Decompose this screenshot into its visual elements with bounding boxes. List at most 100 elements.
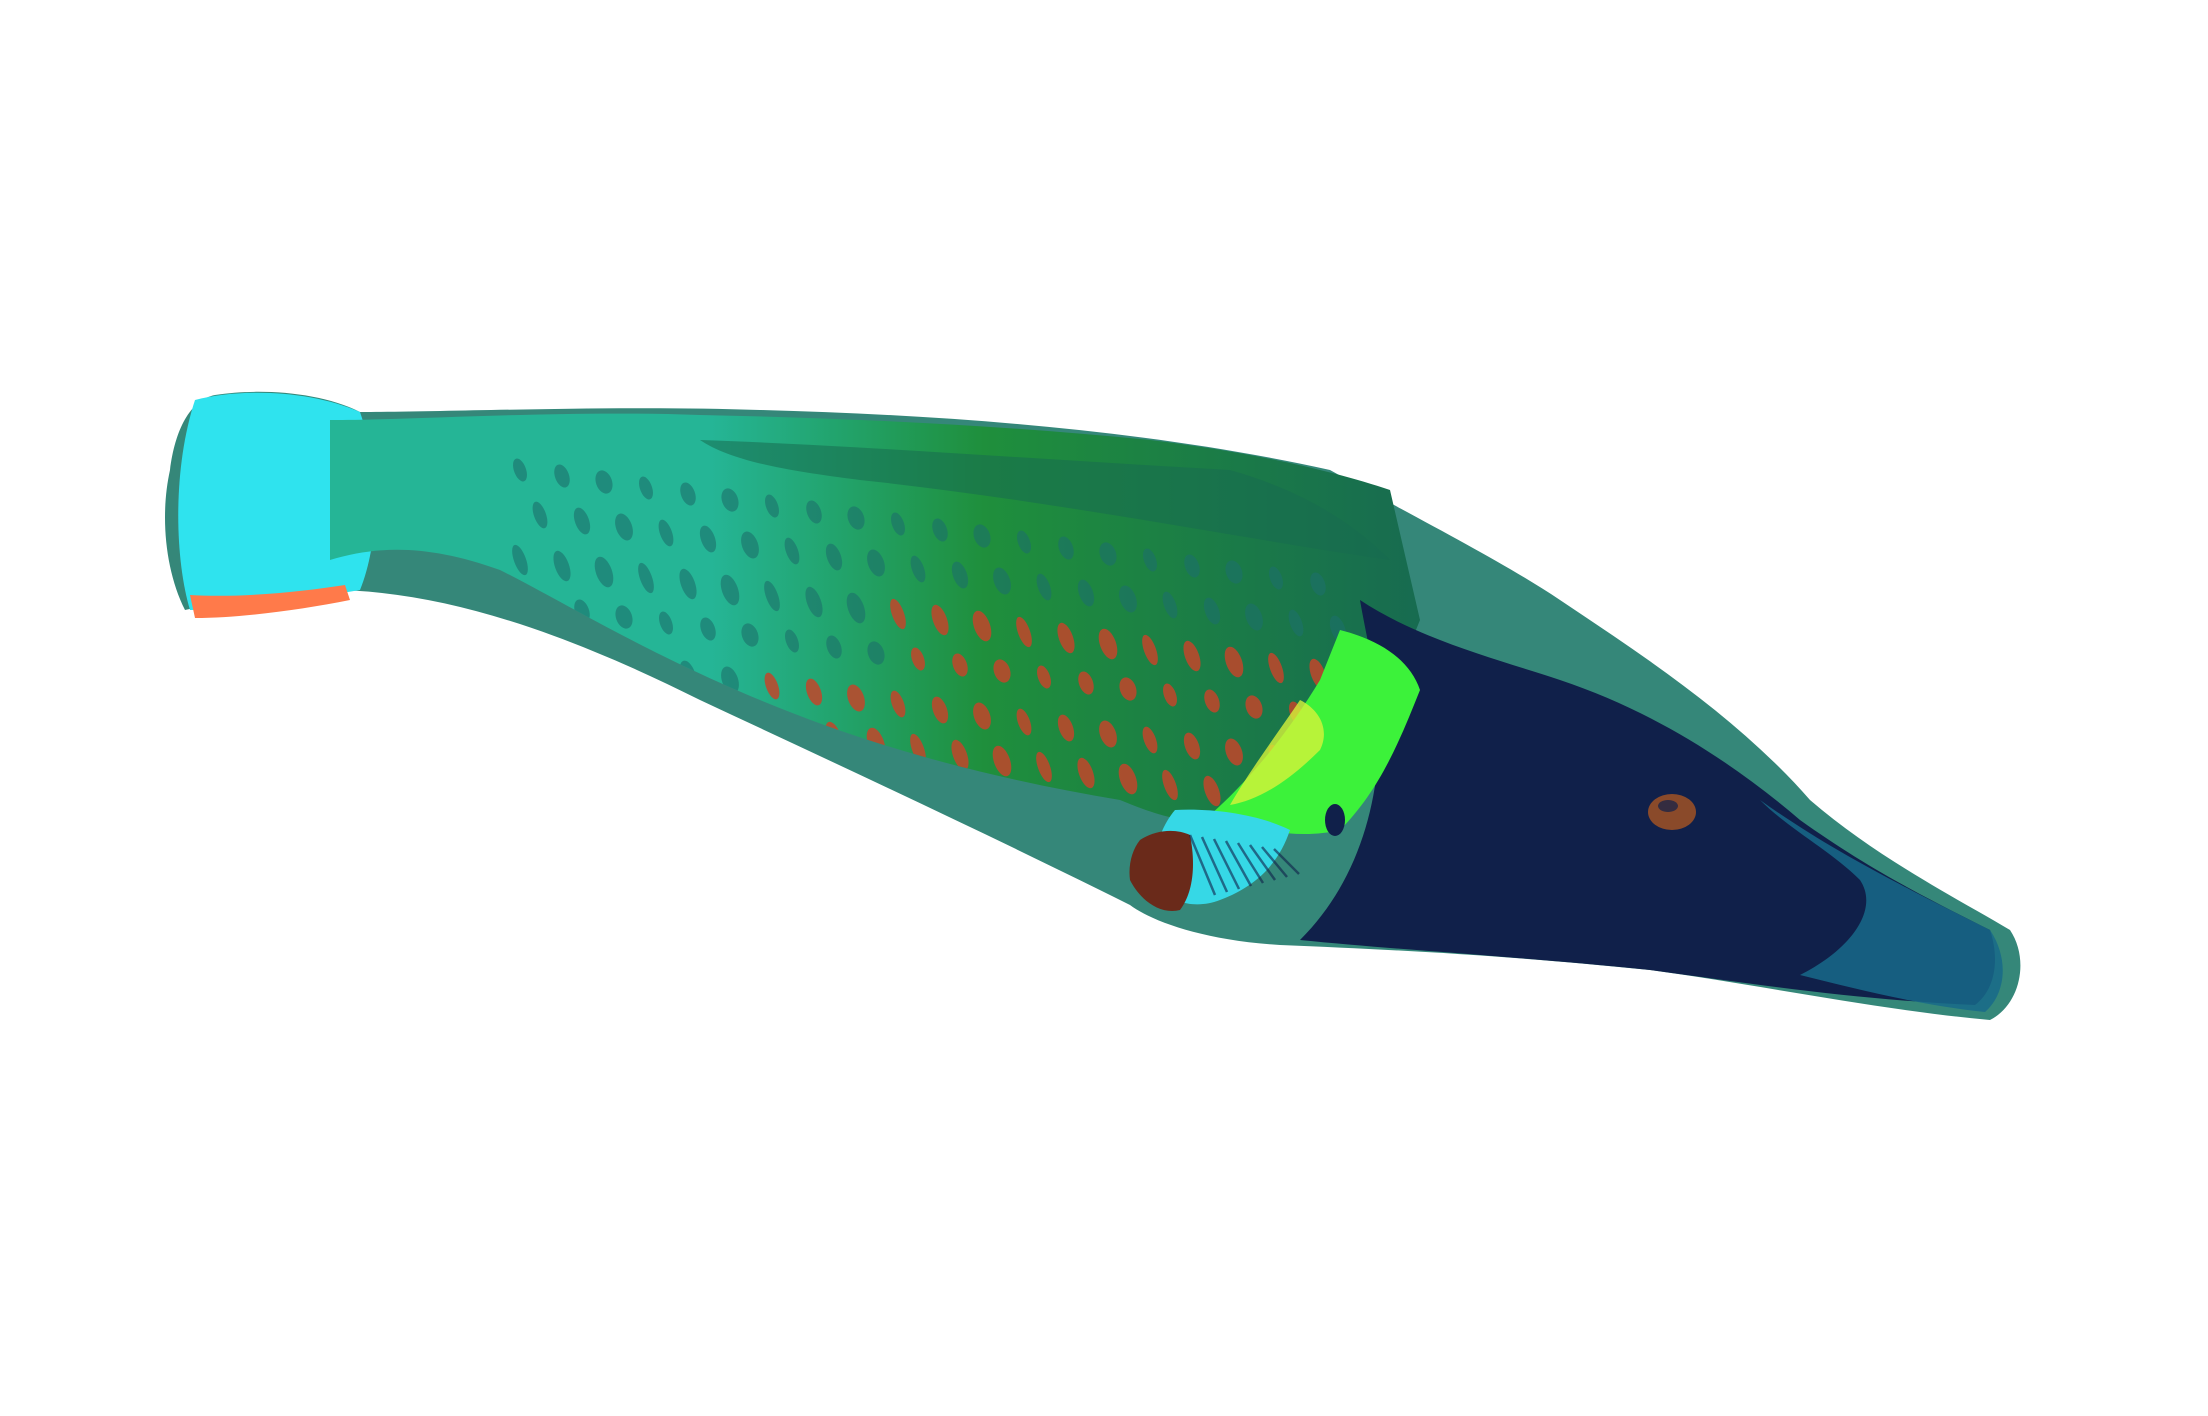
body-spot <box>1098 628 1118 660</box>
body-spot <box>805 586 823 618</box>
body-spot <box>720 574 740 606</box>
body-spot <box>513 728 527 752</box>
body-spot <box>847 776 865 800</box>
body-spot <box>513 458 527 482</box>
body-spot <box>910 555 926 583</box>
body-spot <box>931 696 949 724</box>
body-spot <box>972 610 992 642</box>
body-spot <box>1142 634 1158 666</box>
body-spot <box>532 679 548 711</box>
body-spot <box>1017 530 1031 554</box>
body-spot <box>532 501 548 529</box>
pectoral-fin-ray <box>1200 836 1229 893</box>
body-spot <box>615 605 633 629</box>
body-spot <box>764 580 780 612</box>
body-spot <box>1099 720 1117 748</box>
body-spot <box>952 653 968 677</box>
body-spot <box>890 598 906 630</box>
body-spot <box>1203 775 1221 807</box>
body-spot <box>806 500 822 524</box>
body-spot <box>951 561 969 589</box>
body-spot <box>659 611 673 635</box>
body-spot <box>554 734 570 758</box>
body-spot <box>595 740 613 764</box>
body-spot <box>1118 763 1138 795</box>
pectoral-fin-ray <box>1248 844 1277 881</box>
tail-fin <box>178 392 375 610</box>
body-spot <box>806 770 822 794</box>
body-spot <box>911 647 925 671</box>
body-spot <box>1225 560 1243 584</box>
body-spot <box>1203 597 1221 625</box>
body-spot <box>721 488 739 512</box>
body-spot <box>1036 573 1052 601</box>
tail-fin-orange-edge <box>190 585 350 618</box>
body-spot <box>1162 591 1178 619</box>
body-spot <box>867 549 885 577</box>
pectoral-fin-base <box>1129 830 1193 911</box>
body-spot <box>826 635 842 659</box>
body-spot <box>1310 572 1326 596</box>
body-spot <box>615 513 633 541</box>
body-spot <box>1057 714 1075 742</box>
body-spot <box>1142 726 1158 754</box>
body-spot <box>658 519 674 547</box>
body-spot <box>847 684 865 712</box>
body-spot <box>993 659 1011 683</box>
dark-green-back <box>700 440 1390 560</box>
body-spot <box>1245 603 1263 631</box>
fish-snout <box>1760 800 2003 1012</box>
fish-eye-highlight <box>1658 800 1678 812</box>
fish-head <box>1300 600 1995 1005</box>
body-spot <box>741 623 759 647</box>
pectoral-fin-ray <box>1236 842 1265 884</box>
body-spot <box>679 568 697 600</box>
body-spot <box>784 537 800 565</box>
body-spot <box>639 746 653 770</box>
body-spot <box>1077 757 1095 789</box>
body-spot <box>1225 738 1243 766</box>
body-spot <box>973 524 991 548</box>
body-spot <box>573 507 591 535</box>
body-spot <box>891 512 905 536</box>
pectoral-fin-rays <box>1188 834 1300 896</box>
body-spot <box>1036 751 1052 783</box>
body-spot <box>512 636 528 664</box>
body-spot <box>846 592 866 624</box>
body-spot <box>554 464 570 488</box>
body-spot <box>764 672 780 700</box>
pectoral-fin-ray <box>1273 848 1300 875</box>
body-spot <box>573 685 591 717</box>
body-spot <box>993 567 1011 595</box>
body-spot <box>1204 689 1220 713</box>
body-spot <box>1143 548 1157 572</box>
body-spot <box>951 739 969 771</box>
body-spot <box>1119 677 1137 701</box>
body-spot <box>638 562 654 594</box>
body-spot <box>741 531 759 559</box>
body-spot <box>680 482 696 506</box>
fish-eye <box>1648 794 1696 830</box>
pectoral-fin-ray <box>1261 846 1288 878</box>
pectoral-fin-ray <box>1212 838 1241 890</box>
pectoral-fin-ray <box>1224 840 1253 887</box>
body-spot <box>932 518 948 542</box>
body-spot <box>1269 566 1283 590</box>
body-spot <box>1162 769 1178 801</box>
body-spot <box>890 690 906 718</box>
body-spot <box>847 506 865 530</box>
body-spot <box>765 764 779 788</box>
body-spot <box>680 752 696 776</box>
body-spot <box>1119 585 1137 613</box>
gill-highlight-yellow <box>1230 700 1324 805</box>
body-spot <box>595 470 613 494</box>
body-spot <box>1268 652 1284 684</box>
body-spot <box>658 697 674 729</box>
body-spot <box>1163 683 1177 707</box>
body-spot <box>1058 536 1074 560</box>
body-spot <box>1037 665 1051 689</box>
body-spot <box>785 629 799 653</box>
body-spot <box>553 550 571 582</box>
body-spot <box>1078 671 1094 695</box>
